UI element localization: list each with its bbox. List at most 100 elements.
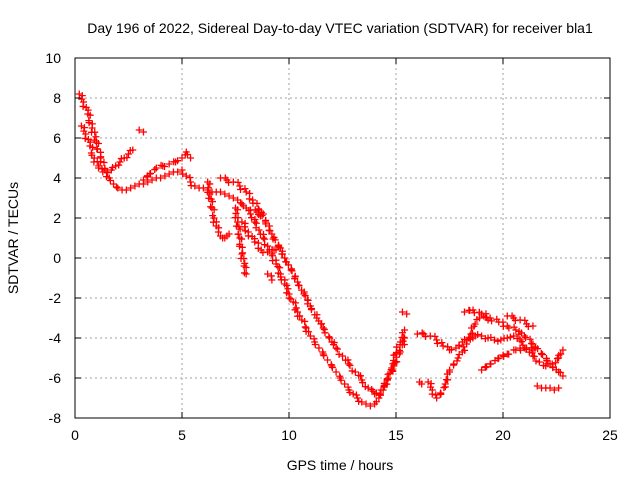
data-point [123, 154, 131, 162]
data-point [398, 308, 406, 316]
data-point [307, 306, 315, 314]
data-point [494, 337, 502, 345]
data-point [179, 170, 187, 178]
data-point [127, 184, 135, 192]
data-point [114, 184, 122, 192]
data-point [439, 342, 447, 350]
data-point [346, 388, 354, 396]
data-point [446, 366, 454, 374]
data-point [487, 333, 495, 341]
data-point [285, 294, 293, 302]
data-point [95, 164, 103, 172]
data-point [520, 332, 528, 340]
data-point [348, 367, 356, 375]
data-point [317, 320, 325, 328]
data-point [522, 345, 530, 353]
data-point [388, 366, 396, 374]
y-tick-label: 8 [53, 90, 61, 106]
data-point [556, 368, 564, 376]
data-point [264, 248, 272, 256]
data-point [344, 356, 352, 364]
data-point [110, 180, 118, 188]
data-point [526, 335, 534, 343]
data-point [362, 400, 370, 408]
data-point [242, 270, 250, 278]
data-point [534, 345, 542, 353]
data-point [245, 195, 253, 203]
data-point [380, 379, 388, 387]
data-point [559, 346, 567, 354]
y-tick-label: 2 [53, 210, 61, 226]
data-point [377, 386, 385, 394]
data-point [353, 394, 361, 402]
data-point [341, 380, 349, 388]
data-point [557, 350, 565, 358]
data-point [301, 292, 309, 300]
data-point [532, 357, 540, 365]
data-point [125, 150, 132, 158]
data-point [399, 337, 407, 345]
data-point [288, 267, 296, 275]
data-point [251, 238, 259, 246]
data-point [328, 363, 336, 371]
data-point [325, 333, 333, 341]
data-point [366, 402, 374, 410]
data-point [91, 128, 99, 136]
data-point [131, 182, 139, 190]
data-point [469, 329, 477, 337]
data-point [100, 158, 108, 166]
data-point [437, 389, 445, 397]
data-point [238, 218, 246, 226]
data-point [552, 359, 560, 367]
data-point [113, 183, 121, 191]
data-point [550, 386, 558, 394]
data-point [487, 360, 495, 368]
data-point [505, 350, 513, 358]
data-point [516, 336, 524, 344]
data-point [512, 326, 520, 334]
data-point [206, 190, 214, 198]
data-point [94, 139, 102, 147]
x-axis-label: GPS time / hours [287, 457, 394, 473]
data-point [139, 128, 147, 136]
data-point [483, 363, 491, 371]
data-point [85, 119, 93, 127]
data-point [294, 278, 302, 286]
data-point [129, 146, 137, 154]
data-point [345, 360, 353, 368]
data-point [268, 276, 276, 284]
x-tick-label: 0 [71, 427, 79, 443]
data-point [332, 344, 340, 352]
data-point [495, 354, 503, 362]
data-point [442, 376, 450, 384]
data-point [543, 356, 551, 364]
data-point [474, 331, 482, 339]
data-point [549, 363, 557, 371]
data-point [287, 266, 295, 274]
data-point [276, 264, 284, 272]
data-point [183, 150, 191, 158]
data-point [438, 339, 446, 347]
data-point [520, 344, 528, 352]
data-point [396, 348, 404, 356]
data-point [116, 158, 124, 166]
data-point [151, 166, 159, 174]
data-point [262, 220, 270, 228]
data-point [187, 154, 195, 162]
data-point [349, 390, 357, 398]
data-point [234, 178, 242, 186]
data-point [326, 334, 334, 342]
data-point [466, 333, 474, 341]
data-point [546, 384, 554, 392]
data-point [488, 317, 496, 325]
data-point [281, 254, 289, 262]
data-point [424, 378, 432, 386]
data-point [217, 188, 225, 196]
data-point [358, 398, 366, 406]
data-point [296, 312, 304, 320]
data-point [206, 180, 214, 188]
data-point [311, 341, 319, 349]
x-tick-label: 5 [178, 427, 186, 443]
data-point [174, 157, 182, 165]
